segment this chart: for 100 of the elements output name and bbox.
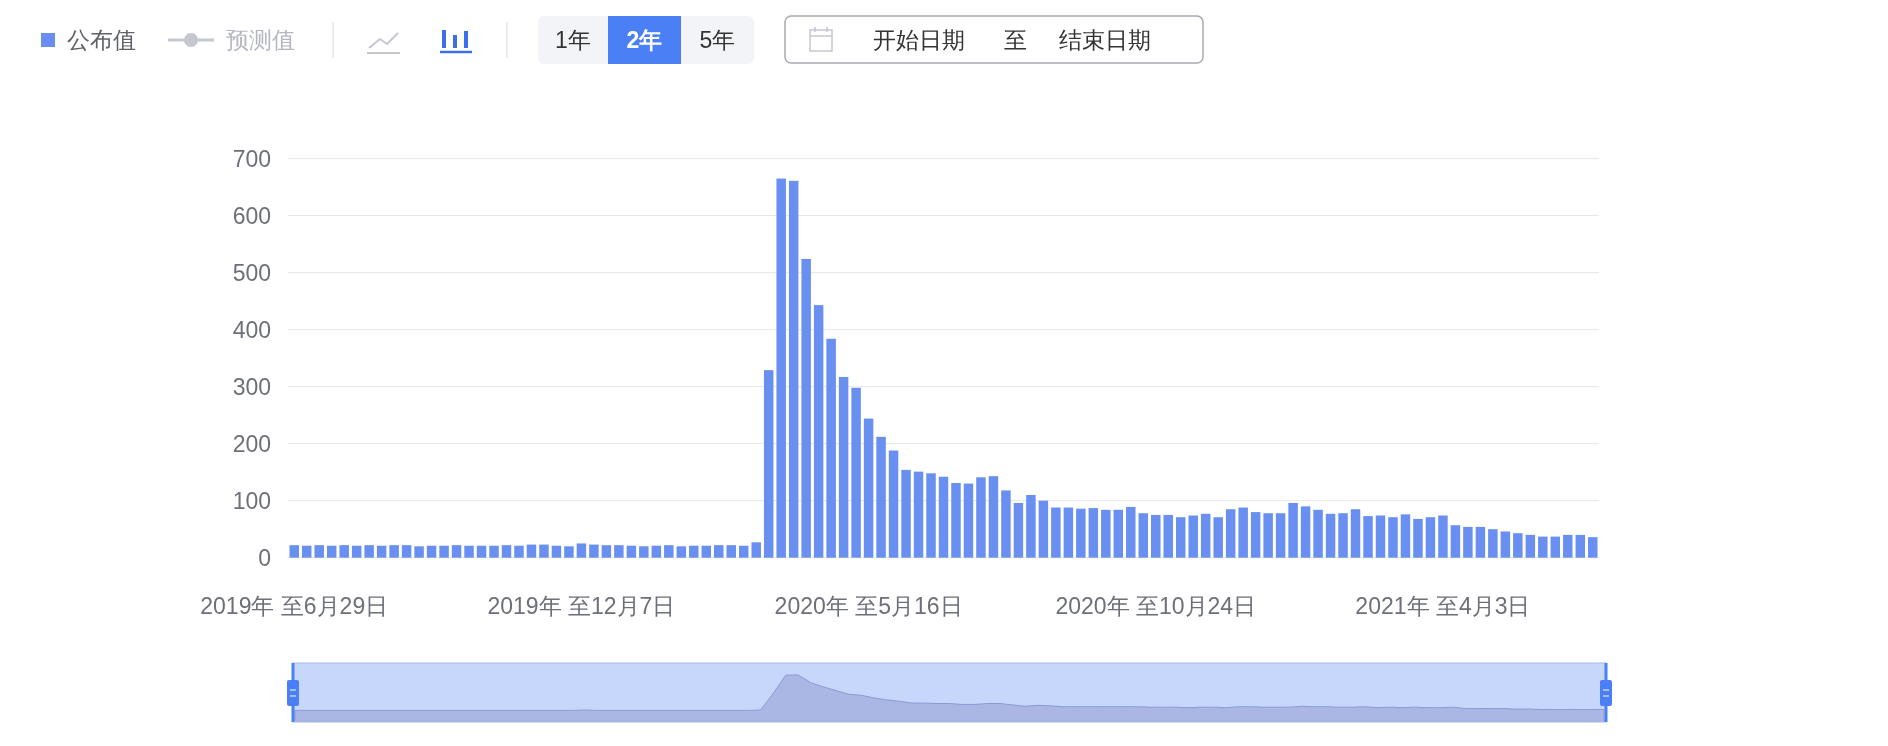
y-tick-label: 600: [232, 202, 271, 229]
bar: [601, 545, 612, 558]
bar: [1413, 518, 1423, 558]
bar: [1163, 514, 1173, 558]
bar: [1450, 525, 1461, 558]
bar: [1525, 534, 1536, 558]
bar: [526, 544, 537, 558]
bar: [776, 178, 786, 558]
bar: [813, 305, 824, 558]
bar: [888, 450, 899, 558]
bar: [701, 545, 712, 558]
bar: [1500, 531, 1511, 558]
bar: [651, 545, 662, 558]
bar: [1038, 500, 1049, 558]
bar: [664, 545, 674, 558]
bar: [726, 545, 736, 558]
bar: [1213, 517, 1223, 558]
legend-label: 预测值: [226, 27, 295, 53]
bar: [1475, 526, 1486, 558]
bar: [738, 545, 749, 558]
bar: [376, 545, 387, 558]
bar: [626, 545, 637, 558]
bar: [389, 545, 399, 558]
bar: [1026, 494, 1036, 558]
bar: [1338, 513, 1348, 558]
bar: [614, 545, 624, 558]
bar: [1425, 517, 1436, 558]
bar: [1238, 507, 1248, 558]
y-tick-label: 200: [232, 430, 271, 457]
bar: [401, 545, 412, 558]
bar: [801, 258, 811, 558]
bar: [1126, 506, 1136, 558]
bar: [1388, 517, 1398, 558]
bar: [564, 546, 574, 558]
x-tick-label: 2021年 至4月3日: [1355, 593, 1531, 619]
bar: [351, 545, 362, 558]
y-tick-label: 700: [232, 145, 271, 172]
bar: [426, 545, 437, 558]
bar: [1563, 534, 1573, 558]
bar: [1575, 534, 1586, 558]
bar: [876, 436, 886, 558]
bar: [788, 180, 799, 558]
controls: 1年 2年 5年 开始日期 至 结束日期: [538, 15, 1204, 64]
bar: [326, 545, 337, 558]
bar: [289, 545, 299, 558]
bar: [1200, 513, 1211, 558]
bar: [439, 545, 449, 558]
bar: [689, 545, 699, 558]
bar: [1013, 502, 1024, 558]
bar: [838, 376, 849, 558]
bar: [364, 545, 374, 558]
y-tick-label: 0: [258, 544, 271, 571]
bar: [1151, 514, 1161, 558]
bar: [1363, 516, 1373, 558]
y-tick-label: 500: [232, 259, 271, 286]
bar: [851, 387, 861, 558]
y-tick-label: 400: [232, 316, 271, 343]
bar: [763, 370, 774, 558]
x-tick-label: 2020年 至10月24日: [1055, 593, 1257, 619]
bar: [901, 469, 911, 558]
bar: [514, 545, 524, 558]
bar: [1300, 506, 1311, 558]
bar: [714, 545, 724, 558]
bar: [451, 545, 462, 558]
bar: [551, 545, 562, 558]
bar: [1463, 526, 1473, 558]
bar: [339, 545, 349, 558]
bar: [589, 544, 599, 558]
bar: [751, 542, 761, 558]
bar: [938, 476, 949, 558]
bar: [1275, 513, 1286, 558]
bar: [1001, 490, 1011, 558]
bar: [1225, 509, 1236, 558]
y-tick-label: 100: [232, 487, 271, 514]
bar: [1076, 508, 1086, 558]
bar: [576, 543, 587, 558]
bar: [1113, 509, 1124, 558]
bar: [489, 545, 499, 558]
bar: [1250, 512, 1261, 558]
bar: [826, 338, 836, 558]
bar: [1263, 513, 1273, 558]
bar: [976, 477, 986, 558]
bar: [1088, 508, 1099, 558]
bar: [951, 483, 961, 558]
bar: [963, 483, 974, 558]
bar: [1588, 537, 1598, 558]
bar: [314, 545, 324, 558]
bar: [1063, 507, 1074, 558]
x-tick-label: 2020年 至5月16日: [774, 593, 963, 619]
bar: [1325, 513, 1336, 558]
bar: [1101, 509, 1111, 558]
bar: [1400, 514, 1411, 558]
bar: [476, 545, 487, 558]
bar: [1550, 536, 1561, 558]
bar: [1538, 536, 1548, 558]
bar: [1375, 515, 1386, 558]
bar: [501, 545, 512, 558]
bar: [1175, 517, 1186, 558]
x-tick-label: 2019年 至6月29日: [200, 593, 389, 619]
bar: [1188, 515, 1198, 558]
